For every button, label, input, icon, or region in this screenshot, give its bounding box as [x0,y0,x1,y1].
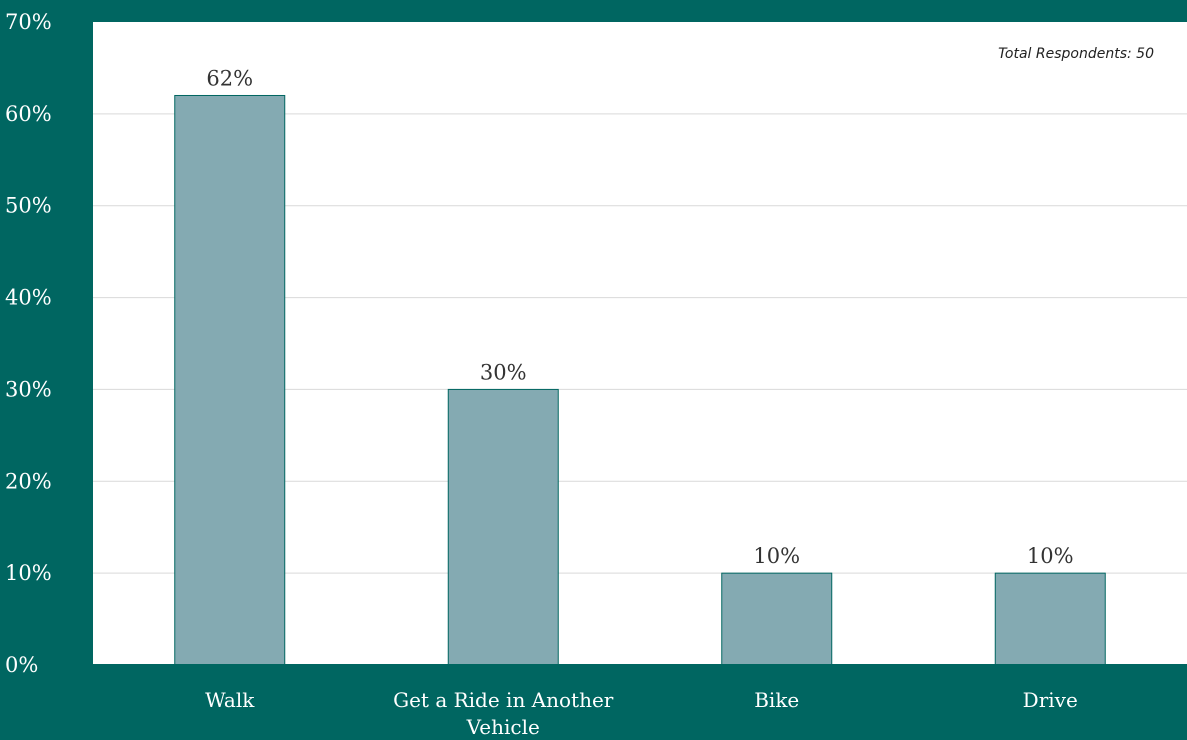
y-tick-label: 70% [5,10,52,34]
data-label: 62% [206,66,253,90]
data-labels: 62% 30% 10% 10% [206,66,1073,568]
y-tick-label: 20% [5,469,52,493]
total-respondents-annotation: Total Respondents: 50 [998,46,1154,62]
bar [721,572,833,666]
y-tick-label: 10% [5,561,52,585]
data-label: 30% [480,360,527,384]
data-label: 10% [1027,544,1074,568]
x-category-label: Bike [754,688,799,712]
y-tick-label: 40% [5,286,52,310]
bar [447,388,559,666]
y-tick-label: 60% [5,102,52,126]
y-axis-ticks: 0% 10% 20% 30% 40% 50% 60% 70% [5,10,52,677]
data-label: 10% [753,544,800,568]
bar [994,572,1106,666]
x-category-label: Vehicle [466,715,540,739]
x-category-label: Drive [1023,688,1078,712]
bars [174,94,1106,666]
x-axis-categories: Walk Get a Ride in Another Vehicle Bike Driv… [205,688,1078,739]
x-category-label: Walk [205,688,255,712]
y-tick-label: 0% [5,653,38,677]
y-tick-label: 30% [5,377,52,401]
x-category-label: Get a Ride in Another [393,688,614,712]
y-tick-label: 50% [5,194,52,218]
bar [174,94,286,666]
